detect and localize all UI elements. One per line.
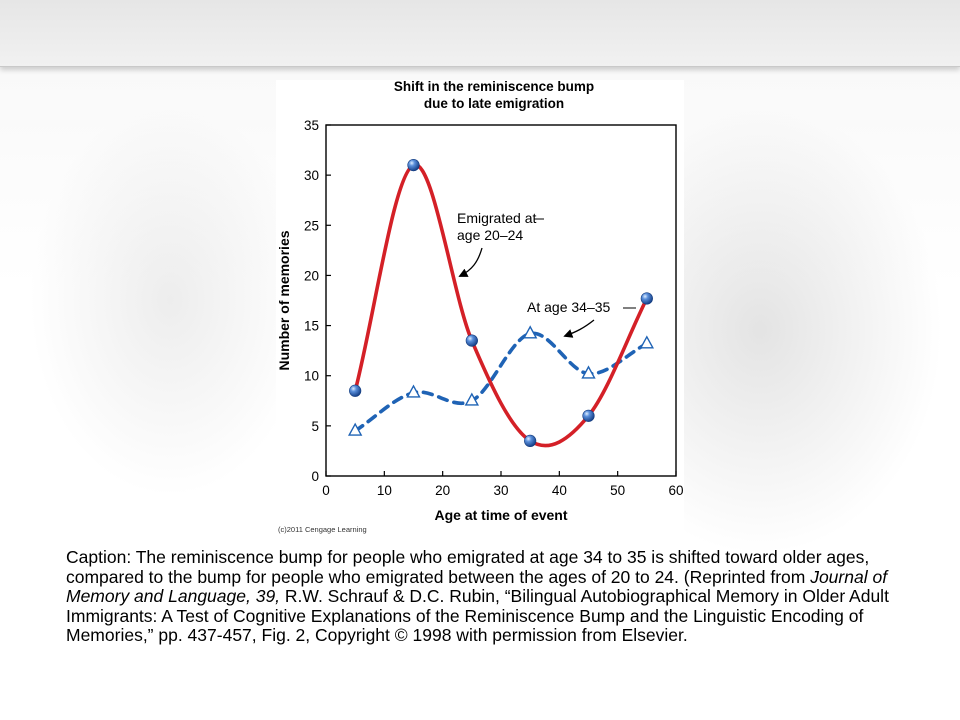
chart-figure: Shift in the reminiscence bump due to lat… (276, 80, 684, 536)
y-tick-label: 10 (304, 369, 319, 384)
chart-title-line: due to late emigration (424, 96, 564, 111)
data-point-sphere (524, 434, 537, 448)
y-tick-label: 25 (304, 218, 319, 233)
series-1-label: age 20–24 (457, 227, 523, 243)
figure-caption: Caption: The reminiscence bump for peopl… (66, 547, 906, 646)
data-point-triangle (581, 365, 596, 379)
caption-suffix: R.W. Schrauf & D.C. Rubin, “Bilingual Au… (66, 586, 889, 646)
x-tick-label: 50 (610, 483, 625, 498)
y-axis-label: Number of memories (276, 230, 292, 370)
credit-text: (c)2011 Cengage Learning (278, 525, 367, 534)
caption-prefix: Caption: The reminiscence bump for peopl… (66, 547, 870, 587)
series-line-2 (353, 331, 649, 433)
series-2-label: At age 34–35 (527, 299, 611, 315)
y-tick-label: 5 (311, 419, 319, 434)
series-1-arrow (458, 247, 483, 277)
data-point-triangle (464, 392, 480, 406)
chart-title-line: Shift in the reminiscence bump (394, 80, 594, 94)
y-tick-label: 0 (311, 469, 319, 484)
data-point-triangle (347, 422, 363, 436)
data-point-sphere (407, 159, 420, 172)
x-tick-label: 60 (668, 483, 683, 498)
x-tick-label: 10 (377, 483, 392, 498)
data-point-triangle (639, 335, 655, 349)
data-point-triangle (406, 384, 421, 398)
x-tick-label: 30 (493, 483, 508, 498)
x-tick-label: 40 (552, 483, 567, 498)
data-point-sphere (640, 292, 653, 305)
series-2-arrow (563, 319, 595, 338)
chart-series (347, 159, 655, 448)
y-tick-label: 30 (304, 168, 319, 183)
line-chart: Shift in the reminiscence bump due to lat… (276, 80, 684, 534)
x-tick-label: 0 (322, 483, 330, 498)
data-point-sphere (349, 384, 362, 397)
plot-frame (325, 124, 677, 477)
y-tick-label: 35 (304, 118, 319, 133)
slide-header-band (0, 0, 960, 67)
data-point-sphere (582, 409, 595, 422)
series-line-1 (353, 163, 649, 448)
data-point-triangle (522, 325, 538, 339)
y-tick-label: 20 (304, 268, 319, 283)
chart-title: Shift in the reminiscence bump due to lat… (394, 80, 594, 111)
x-axis-label: Age at time of event (434, 507, 567, 523)
y-tick-label: 15 (304, 319, 319, 334)
series-1-label: Emigrated at (457, 210, 536, 226)
chart-axes: 0 5 10 15 20 25 30 35 0 10 20 30 40 50 60 Age at time o… (276, 118, 684, 534)
caption-journal: Journal of Memory and Language, 39, (66, 566, 888, 607)
x-tick-label: 20 (435, 483, 450, 498)
data-point-sphere (465, 334, 478, 347)
